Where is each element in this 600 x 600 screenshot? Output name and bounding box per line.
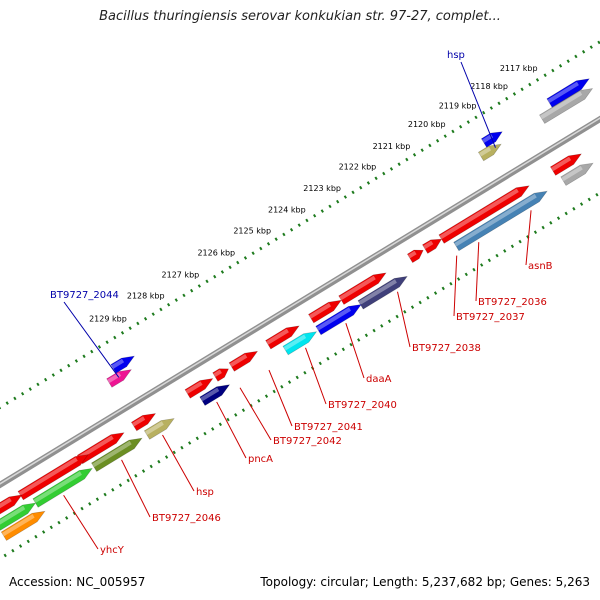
- gene-label-text: BT9727_2038: [412, 343, 481, 354]
- gene-label-text: asnB: [528, 261, 553, 272]
- gene-blue-top[interactable]: [546, 78, 590, 108]
- label-leader-line: [239, 387, 272, 441]
- gene-red-2040[interactable]: [308, 299, 342, 324]
- gene-label-text: pncA: [248, 454, 273, 465]
- label-leader-line: [453, 255, 458, 317]
- label-leader-line: [525, 210, 532, 266]
- label-leader-line: [63, 494, 99, 550]
- gene-red-yhcY[interactable]: [17, 454, 89, 501]
- label-leader-line: [475, 242, 480, 302]
- gene-label-group[interactable]: pncA: [216, 401, 273, 465]
- gene-red-a[interactable]: [549, 153, 582, 176]
- tick-label: 2125 kbp: [233, 227, 271, 236]
- tick-track-lower: [0, 191, 600, 561]
- gene-olive-hsp[interactable]: [477, 143, 502, 162]
- gene-label-text: BT9727_2046: [152, 513, 221, 524]
- gene-label-group[interactable]: BT9727_2037: [453, 255, 525, 323]
- label-leader-line: [63, 301, 120, 378]
- tick-label: 2121 kbp: [373, 142, 411, 151]
- gene-steelblue[interactable]: [453, 190, 548, 252]
- gene-label-group[interactable]: daaA: [345, 323, 392, 385]
- tick-label: 2122 kbp: [339, 162, 377, 171]
- tick-label: 2127 kbp: [162, 270, 200, 279]
- gene-label-group[interactable]: BT9727_2036: [475, 242, 547, 308]
- gene-label-group[interactable]: BT9727_2046: [121, 459, 221, 524]
- gene-red-2042[interactable]: [228, 350, 259, 372]
- gene-label-text: yhcY: [100, 545, 125, 556]
- gene-grey-b[interactable]: [560, 162, 594, 186]
- gene-label-text: BT9727_2040: [328, 400, 397, 411]
- tick-label: 2117 kbp: [500, 64, 538, 73]
- genome-summary-text: Topology: circular; Length: 5,237,682 bp…: [260, 575, 590, 589]
- gene-navy-pncA[interactable]: [199, 384, 231, 406]
- gene-label-group[interactable]: BT9727_2041: [268, 369, 363, 433]
- label-leader-line: [162, 434, 195, 492]
- tick-label: 2123 kbp: [303, 184, 341, 193]
- gene-label-group[interactable]: hsp: [162, 434, 214, 498]
- gene-slate-2038[interactable]: [357, 275, 408, 310]
- tick-label: 2119 kbp: [439, 101, 477, 110]
- tick-label: 2129 kbp: [89, 315, 127, 324]
- label-leader-line: [397, 291, 411, 348]
- gene-label-text: BT9727_2042: [273, 436, 342, 447]
- gene-label-text: daaA: [366, 374, 392, 385]
- gene-green-yhcY[interactable]: [32, 467, 93, 508]
- gene-olive-hsp2[interactable]: [143, 418, 175, 440]
- label-leader-line: [121, 459, 151, 518]
- gene-features: [0, 78, 594, 541]
- gene-label-text: BT9727_2044: [50, 290, 119, 301]
- tick-label: 2128 kbp: [127, 292, 165, 301]
- gene-blue-2044[interactable]: [110, 355, 135, 374]
- gene-red-2037[interactable]: [422, 238, 443, 254]
- gene-red-pncA-a[interactable]: [212, 368, 229, 382]
- label-leader-line: [460, 61, 496, 148]
- gene-label-group[interactable]: BT9727_2044: [50, 290, 120, 378]
- gene-label-text: BT9727_2037: [456, 312, 525, 323]
- genome-backbone: [0, 115, 600, 489]
- gene-label-group[interactable]: BT9727_2042: [239, 387, 342, 447]
- tick-label: 2126 kbp: [197, 249, 235, 258]
- label-leader-line: [268, 369, 293, 427]
- tick-track-lines: [0, 40, 600, 561]
- tick-label: 2124 kbp: [268, 205, 306, 214]
- gene-labels: hsp BT9727_2044 asnB BT9727_2036 BT9727_2037…: [50, 50, 553, 556]
- gene-red-2041[interactable]: [265, 325, 300, 350]
- gene-red-pncA-b[interactable]: [184, 378, 214, 399]
- gene-label-text: BT9727_2036: [478, 297, 547, 308]
- gene-red-asnB[interactable]: [438, 185, 530, 244]
- gene-label-group[interactable]: asnB: [525, 210, 553, 272]
- tick-label: 2120 kbp: [408, 120, 446, 129]
- kbp-ticks: 2117 kbp 2118 kbp 2119 kbp 2120 kbp 2121 kbp…: [89, 64, 537, 323]
- tick-label: 2118 kbp: [470, 82, 508, 91]
- gene-label-text: hsp: [447, 50, 465, 61]
- accession-text: Accession: NC_005957: [9, 575, 146, 589]
- gene-red-left[interactable]: [0, 494, 23, 518]
- gene-red-daaA[interactable]: [338, 272, 387, 305]
- gene-label-group[interactable]: BT9727_2038: [397, 291, 481, 354]
- label-leader-line: [305, 347, 327, 405]
- gene-red-2036[interactable]: [406, 249, 424, 264]
- gene-label-group[interactable]: BT9727_2040: [305, 347, 397, 411]
- map-title: Bacillus thuringiensis serovar konkukian…: [99, 9, 501, 24]
- backbone-highlight: [0, 117, 600, 485]
- gene-olivegreen-2046[interactable]: [91, 437, 143, 472]
- backbone-line: [0, 115, 600, 489]
- gene-green-left[interactable]: [0, 502, 37, 531]
- gene-label-group[interactable]: yhcY: [63, 494, 125, 556]
- gene-label-text: hsp: [196, 487, 214, 498]
- gene-blue-daaA[interactable]: [315, 304, 362, 336]
- label-leader-line: [345, 323, 365, 379]
- label-leader-line: [216, 401, 247, 459]
- tick-track-upper: [0, 40, 600, 410]
- gene-red-hsp[interactable]: [130, 413, 157, 432]
- gene-magenta-2044[interactable]: [106, 369, 132, 388]
- gene-orange-left[interactable]: [0, 510, 46, 541]
- gene-label-text: BT9727_2041: [294, 422, 363, 433]
- gene-cyan-2041[interactable]: [282, 331, 318, 356]
- gene-label-group[interactable]: hsp: [447, 50, 496, 148]
